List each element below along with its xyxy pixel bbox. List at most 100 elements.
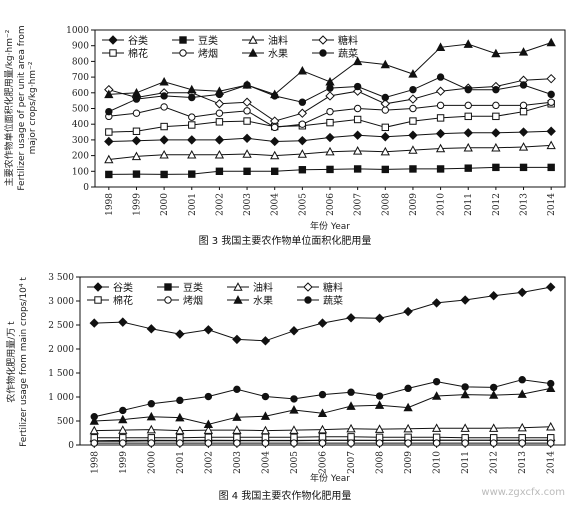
chart1-series-1-point (352, 130, 363, 140)
chart2-series-1-point (460, 295, 470, 305)
chart1-xtick-label: 2001 (188, 193, 198, 216)
chart2-series-1-point (517, 287, 527, 298)
chart1-series-2-point (409, 165, 417, 173)
chart2-ytick-label: 3 500 (48, 273, 74, 283)
chart1-series-3-point (297, 149, 307, 158)
chart2-series-1-point (374, 313, 385, 323)
chart2-series-1-point (488, 291, 499, 301)
chart1-series-2-point (160, 170, 168, 179)
chart2-xtick-label: 2005 (290, 451, 300, 474)
chart2-series-1-point (232, 334, 242, 345)
chart1-legend-label: 糖料 (338, 34, 358, 47)
chart2-series-1-point (289, 326, 299, 336)
chart1-series-4-point (408, 94, 418, 104)
chart2-series-8-point (176, 396, 184, 405)
chart1-series-2-point (492, 163, 500, 172)
chart1-ylabel-cn: 主要农作物单位面积化肥用量/kg·hm⁻² (3, 29, 15, 186)
chart1-series-1-point (518, 127, 529, 137)
chart2-xtick-label: 2009 (404, 451, 414, 474)
chart1-series-1-point (435, 128, 446, 139)
chart1-series-1-point (325, 132, 335, 143)
chart1-series-2-point (436, 165, 445, 173)
chart1-series-8-point (409, 85, 417, 94)
chart2-series-3-point (546, 421, 556, 431)
chart-fertilizer-per-area: 主要农作物单位面积化肥用量/kg·hm⁻² Fertilizer usage o… (3, 25, 566, 247)
chart2-series-3-point (89, 425, 99, 435)
chart2-series-1-point (89, 318, 99, 328)
chart2-series-3-point (118, 425, 128, 434)
chart1-series-8-point (326, 84, 334, 92)
chart2-xtick-label: 2014 (547, 451, 557, 474)
chart2-series-8-point (432, 377, 441, 386)
chart2-series-1-point (118, 317, 128, 327)
chart2-legend-marker (303, 282, 313, 292)
chart1-series-8-point (160, 92, 168, 100)
chart1-series-8-point (353, 82, 362, 91)
chart2-series-7-point (460, 389, 470, 399)
chart1-series-5-point (381, 123, 389, 132)
chart1-series-1-point (131, 135, 142, 146)
chart2-xtick-label: 2003 (233, 451, 243, 474)
chart1-series-1-point (463, 128, 473, 138)
chart1-ytick-label: 100 (72, 167, 89, 177)
chart2-xtick-label: 2010 (433, 451, 443, 474)
chart1-xtick-label: 1999 (132, 193, 142, 216)
chart2-series-7-point (403, 402, 413, 412)
chart2-series-1-point (260, 336, 271, 346)
chart1-series-4-point (297, 108, 308, 118)
chart2-series-8-point (147, 400, 156, 408)
chart1-series-6-point (326, 107, 334, 116)
chart2-ytick-label: 2 500 (48, 321, 74, 331)
chart1-legend-label: 棉花 (128, 47, 148, 60)
chart1-series-2-point (298, 166, 307, 174)
chart1-series-3-point (242, 149, 252, 158)
chart1-series-2-point (519, 163, 528, 172)
chart1-series-1-point (159, 135, 169, 145)
chart1-xtick-label: 2003 (243, 193, 253, 216)
chart2-series-8-point (119, 406, 127, 415)
chart1-ytick-label: 900 (72, 42, 89, 52)
chart2-series-1-point (317, 318, 328, 328)
chart1-legend-label: 谷类 (128, 34, 148, 47)
chart1-series-6-point (436, 101, 445, 110)
chart1-series-8-point (464, 85, 472, 94)
chart2-series-8-point (261, 392, 270, 401)
chart2-series-3-point (431, 423, 442, 432)
chart1-ylabel-en-2: major crops/kg·hm⁻² (28, 61, 38, 154)
chart1-series-2-point (381, 165, 389, 174)
chart1-series-5-point (519, 107, 528, 116)
chart1-xtick-label: 2009 (409, 193, 419, 216)
chart1-series-6-point (243, 107, 251, 115)
chart1-series-7-point (408, 69, 418, 78)
chart2-series-6-point (318, 439, 327, 447)
chart1-series-8-point (215, 90, 224, 99)
chart1-series-3-point (187, 149, 197, 159)
chart1-xtick-label: 2005 (298, 193, 308, 216)
chart2-legend-label: 糖料 (323, 281, 343, 294)
chart1-series-6-point (298, 120, 307, 128)
chart2-series-7-point (89, 416, 99, 425)
chart1-series-6-point (353, 104, 362, 113)
chart2-series-3-point (203, 425, 214, 434)
chart2-series-7-point (203, 419, 214, 429)
chart1-series-3-point (546, 140, 556, 150)
chart1-series-3-point (214, 149, 225, 159)
chart1-legend-label: 豆类 (198, 34, 218, 47)
chart1-series-8-point (519, 81, 528, 89)
chart2-legend-label: 烤烟 (183, 294, 203, 307)
chart2-xtick-label: 2007 (347, 451, 357, 474)
chart2-series-8-point (461, 383, 469, 391)
chart1-legend-label: 蔬菜 (338, 48, 358, 60)
chart1-series-5-point (188, 121, 196, 129)
chart1-legend-marker (319, 49, 327, 57)
chart1-series-3-point (325, 146, 335, 156)
chart2-series-6-point (547, 439, 555, 447)
chart1-series-3-point (159, 149, 169, 159)
chart2-series-3-point (175, 425, 185, 435)
chart1-series-4-point (546, 73, 556, 84)
chart1-series-5-point (132, 127, 141, 135)
chart2-series-8-point (233, 385, 241, 394)
chart1-legend-marker (179, 36, 187, 44)
chart1-series-3-point (408, 145, 418, 154)
chart2-series-6-point (233, 439, 241, 447)
